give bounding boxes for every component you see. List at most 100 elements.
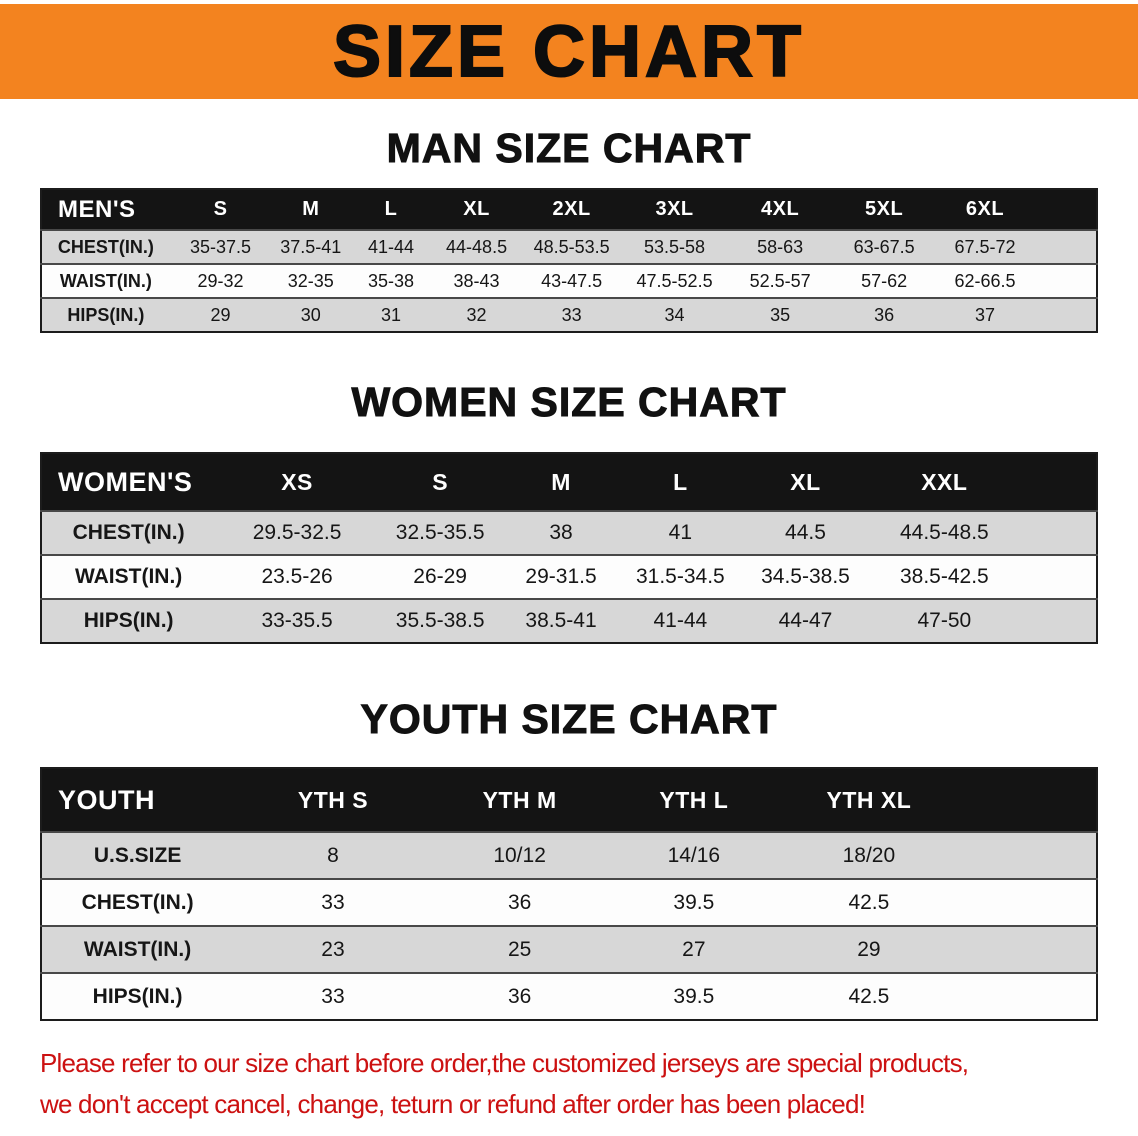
row-label: CHEST(IN.) <box>57 236 154 257</box>
men-header-3xl: 3XL <box>621 189 728 231</box>
row-label: HIPS(IN.) <box>92 984 183 1008</box>
size-value-cell: 42.5 <box>848 890 890 914</box>
size-value-cell: 10/12 <box>493 843 546 867</box>
women-size-section: WOMEN SIZE CHART WOMEN'S XS S M L XL XXL CHEST(… <box>0 379 1138 645</box>
women-header-xs: XS <box>215 453 379 512</box>
spacer-cell <box>1017 453 1097 512</box>
size-value-cell: 35.5-38.5 <box>395 609 485 633</box>
page-title: SIZE CHART <box>332 11 805 92</box>
men-header-m: M <box>271 189 351 231</box>
men-section-heading: MAN SIZE CHART <box>386 124 752 171</box>
table-row: HIPS(IN.) 33 36 39.5 42.5 <box>41 973 1097 1021</box>
size-value-cell: 44-48.5 <box>446 236 508 257</box>
size-value-cell: 30 <box>300 304 321 325</box>
women-header-xxl: XXL <box>870 453 1018 512</box>
size-value-cell: 58-63 <box>757 236 804 257</box>
size-value-cell: 29-32 <box>197 270 244 291</box>
row-label: HIPS(IN.) <box>67 304 145 325</box>
spacer-cell <box>1018 555 1097 599</box>
disclaimer-line-2: we don't accept cancel, change, teturn o… <box>40 1088 866 1119</box>
size-chart-page: SIZE CHART MAN SIZE CHART MEN'S S M L XL 2XL 3… <box>0 4 1138 1136</box>
size-value-cell: 14/16 <box>667 843 721 867</box>
table-row: HIPS(IN.) 33-35.5 35.5-38.5 38.5-41 41-44 44-… <box>41 599 1097 644</box>
size-value-cell: 67.5-72 <box>954 236 1016 257</box>
size-value-cell: 37.5-41 <box>280 236 342 257</box>
size-value-cell: 36 <box>507 984 532 1008</box>
spacer-cell <box>1018 511 1097 555</box>
women-header-xl: XL <box>740 453 871 512</box>
size-value-cell: 43-47.5 <box>541 270 603 291</box>
table-row: U.S.SIZE 8 10/12 14/16 18/20 <box>41 832 1097 880</box>
size-value-cell: 23 <box>321 937 345 961</box>
men-header-xl: XL <box>431 189 522 231</box>
spacer-cell <box>957 926 1097 973</box>
size-value-cell: 44-47 <box>778 609 833 633</box>
youth-header-yth-m: YTH M <box>432 768 607 833</box>
size-value-cell: 27 <box>682 937 706 961</box>
size-value-cell: 25 <box>507 937 532 961</box>
size-value-cell: 41-44 <box>653 609 708 633</box>
size-value-cell: 47-50 <box>917 609 972 633</box>
men-size-section: MAN SIZE CHART MEN'S S M L XL 2XL 3XL 4XL 5XL 6XL… <box>0 124 1138 334</box>
size-value-cell: 38.5-41 <box>525 609 597 633</box>
men-header-5xl: 5XL <box>832 189 936 231</box>
table-row: WAIST(IN.) 29-32 32-35 35-38 38-43 43-47.5 47.… <box>41 264 1097 299</box>
men-header-2xl: 2XL <box>521 189 622 231</box>
youth-header-yth-xl: YTH XL <box>781 768 957 833</box>
size-value-cell: 33 <box>321 890 345 914</box>
row-label: CHEST(IN.) <box>81 890 194 914</box>
spacer-cell <box>956 768 1097 833</box>
row-label: WAIST(IN.) <box>74 565 183 589</box>
spacer-cell <box>1035 230 1097 264</box>
size-value-cell: 29-31.5 <box>525 565 597 589</box>
size-value-cell: 52.5-57 <box>749 270 811 291</box>
men-header-s: S <box>169 189 272 231</box>
youth-header-row: YOUTH YTH S YTH M YTH L YTH XL <box>41 768 1097 833</box>
size-value-cell: 35 <box>770 304 791 325</box>
women-header-row: WOMEN'S XS S M L XL XXL <box>41 453 1097 512</box>
size-value-cell: 63-67.5 <box>853 236 915 257</box>
spacer-cell <box>957 832 1097 879</box>
women-header-l: L <box>620 453 741 512</box>
spacer-cell <box>1018 599 1097 643</box>
youth-section-heading: YOUTH SIZE CHART <box>360 696 778 743</box>
women-size-table: WOMEN'S XS S M L XL XXL CHEST(IN.) 29.5-32.5 32.5… <box>40 452 1098 645</box>
size-value-cell: 44.5 <box>785 521 826 545</box>
size-value-cell: 39.5 <box>673 984 715 1008</box>
size-value-cell: 31.5-34.5 <box>635 565 725 589</box>
size-value-cell: 31 <box>381 304 402 325</box>
size-value-cell: 32-35 <box>287 270 334 291</box>
size-value-cell: 32 <box>466 304 487 325</box>
table-row: CHEST(IN.) 35-37.5 37.5-41 41-44 44-48.5 48.5… <box>41 230 1097 265</box>
women-section-heading: WOMEN SIZE CHART <box>351 379 787 426</box>
disclaimer-text: Please refer to our size chart before or… <box>40 1043 1138 1124</box>
youth-header-yth-s: YTH S <box>233 768 433 833</box>
size-value-cell: 33 <box>561 304 582 325</box>
table-row: WAIST(IN.) 23.5-26 26-29 29-31.5 31.5-34.5 34… <box>41 555 1097 600</box>
men-header-row: MEN'S S M L XL 2XL 3XL 4XL 5XL 6XL <box>41 189 1097 231</box>
row-label: CHEST(IN.) <box>72 521 185 545</box>
disclaimer-line-1: Please refer to our size chart before or… <box>40 1048 969 1079</box>
youth-header-yth-l: YTH L <box>606 768 782 833</box>
size-value-cell: 42.5 <box>848 984 890 1008</box>
table-row: HIPS(IN.) 29 30 31 32 33 34 35 36 37 <box>41 298 1097 333</box>
table-row: CHEST(IN.) 29.5-32.5 32.5-35.5 38 41 44.5 44.5… <box>41 511 1097 556</box>
women-header-title: WOMEN'S <box>41 453 216 512</box>
youth-size-table: YOUTH YTH S YTH M YTH L YTH XL U.S.SIZE 8 10/12… <box>40 767 1098 1022</box>
size-value-cell: 36 <box>874 304 895 325</box>
row-label: WAIST(IN.) <box>83 937 192 961</box>
size-value-cell: 34 <box>664 304 685 325</box>
women-header-s: S <box>378 453 502 512</box>
size-value-cell: 39.5 <box>673 890 715 914</box>
spacer-cell <box>957 879 1097 926</box>
men-size-table: MEN'S S M L XL 2XL 3XL 4XL 5XL 6XL CHEST(IN.) 35-37… <box>40 188 1098 334</box>
spacer-cell <box>1034 189 1097 231</box>
size-value-cell: 23.5-26 <box>261 565 333 589</box>
size-value-cell: 38 <box>549 521 573 545</box>
size-value-cell: 36 <box>507 890 532 914</box>
youth-header-title: YOUTH <box>41 768 234 833</box>
size-chart-banner: SIZE CHART <box>0 4 1138 99</box>
size-value-cell: 18/20 <box>842 843 896 867</box>
spacer-cell <box>1035 298 1097 332</box>
youth-size-section: YOUTH SIZE CHART YOUTH YTH S YTH M YTH L YTH… <box>0 696 1138 1022</box>
